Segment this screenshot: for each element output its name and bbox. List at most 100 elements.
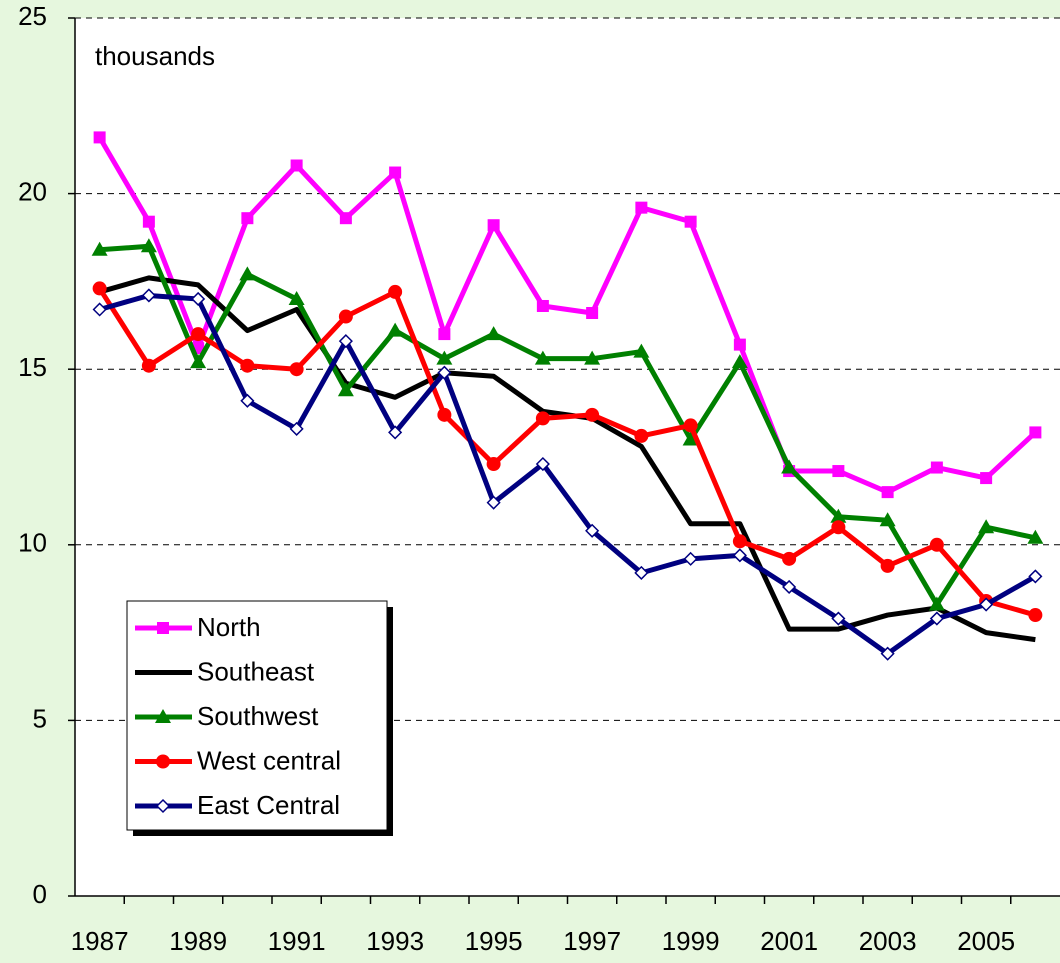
marker	[635, 201, 648, 214]
x-tick-label: 1997	[563, 926, 621, 956]
marker	[534, 350, 551, 365]
marker	[731, 354, 748, 369]
marker	[290, 159, 303, 172]
x-tick-label: 2005	[957, 926, 1015, 956]
x-tick-label: 1991	[268, 926, 326, 956]
marker	[337, 382, 354, 397]
marker	[928, 596, 945, 611]
legend-label: Southeast	[197, 656, 315, 686]
marker	[880, 646, 895, 661]
marker	[732, 548, 747, 563]
marker	[141, 288, 156, 303]
legend-label: West central	[197, 745, 341, 775]
marker	[978, 519, 995, 534]
y-tick-label: 20	[18, 176, 47, 206]
legend-label: East Central	[197, 790, 340, 820]
legend-label: Southwest	[197, 701, 319, 731]
legend-label: North	[197, 612, 261, 642]
marker	[831, 520, 846, 535]
marker	[487, 219, 500, 232]
marker	[979, 597, 994, 612]
marker	[930, 461, 943, 474]
y-tick-label: 5	[33, 703, 47, 733]
marker	[832, 465, 845, 478]
marker	[438, 328, 451, 341]
marker	[585, 407, 600, 422]
marker	[437, 365, 452, 380]
marker	[1027, 529, 1044, 544]
marker	[289, 421, 304, 436]
marker	[782, 579, 797, 595]
x-tick-label: 1995	[465, 926, 523, 956]
legend-marker	[155, 709, 171, 723]
x-tick-label: 1993	[366, 926, 424, 956]
marker	[140, 238, 157, 253]
marker	[634, 428, 649, 443]
marker	[191, 291, 206, 307]
marker	[388, 425, 403, 440]
marker	[782, 551, 797, 566]
marker	[683, 418, 698, 433]
marker	[389, 166, 402, 179]
marker	[1028, 569, 1043, 584]
marker	[781, 459, 798, 474]
marker	[486, 457, 501, 472]
y-tick-label: 25	[18, 1, 47, 31]
marker	[929, 611, 944, 626]
marker	[586, 307, 599, 320]
marker	[91, 241, 108, 256]
legend-marker	[157, 622, 169, 634]
series-line	[97, 136, 1038, 495]
marker	[241, 212, 254, 225]
marker	[486, 495, 501, 510]
series-line	[97, 287, 1037, 618]
x-tick-label: 1989	[169, 926, 227, 956]
marker	[191, 327, 206, 342]
marker	[733, 338, 746, 351]
marker	[92, 302, 107, 317]
marker	[585, 523, 600, 538]
marker	[879, 512, 896, 527]
marker	[190, 354, 207, 369]
marker	[93, 131, 106, 144]
marker	[880, 558, 895, 573]
marker	[240, 358, 255, 373]
marker	[239, 266, 256, 281]
series-line	[99, 243, 1036, 608]
marker	[436, 350, 453, 365]
marker	[929, 537, 944, 552]
marker	[142, 215, 155, 228]
y-tick-label: 10	[18, 528, 47, 558]
x-tick-label: 1987	[71, 926, 129, 956]
marker	[289, 362, 304, 377]
marker	[682, 431, 699, 446]
marker	[339, 212, 352, 225]
marker	[830, 508, 847, 523]
marker	[633, 343, 650, 358]
x-tick-label: 1999	[662, 926, 720, 956]
marker	[437, 407, 452, 422]
marker	[831, 611, 846, 626]
y-tick-label: 0	[33, 879, 47, 909]
legend-marker	[156, 754, 170, 769]
marker	[92, 281, 107, 296]
marker	[288, 290, 305, 305]
x-tick-label: 2001	[760, 926, 818, 956]
marker	[980, 472, 993, 485]
marker	[240, 393, 255, 408]
series-line	[98, 292, 1037, 657]
marker	[338, 309, 353, 324]
marker	[1029, 426, 1042, 439]
marker	[535, 411, 550, 426]
marker	[388, 284, 403, 299]
marker	[881, 486, 894, 499]
marker	[584, 350, 601, 365]
marker	[683, 551, 698, 566]
marker	[141, 358, 156, 373]
marker	[387, 322, 404, 337]
y-tick-label: 15	[18, 352, 47, 382]
annotation: thousands	[95, 41, 215, 71]
x-tick-label: 2003	[859, 926, 917, 956]
marker	[732, 534, 747, 549]
